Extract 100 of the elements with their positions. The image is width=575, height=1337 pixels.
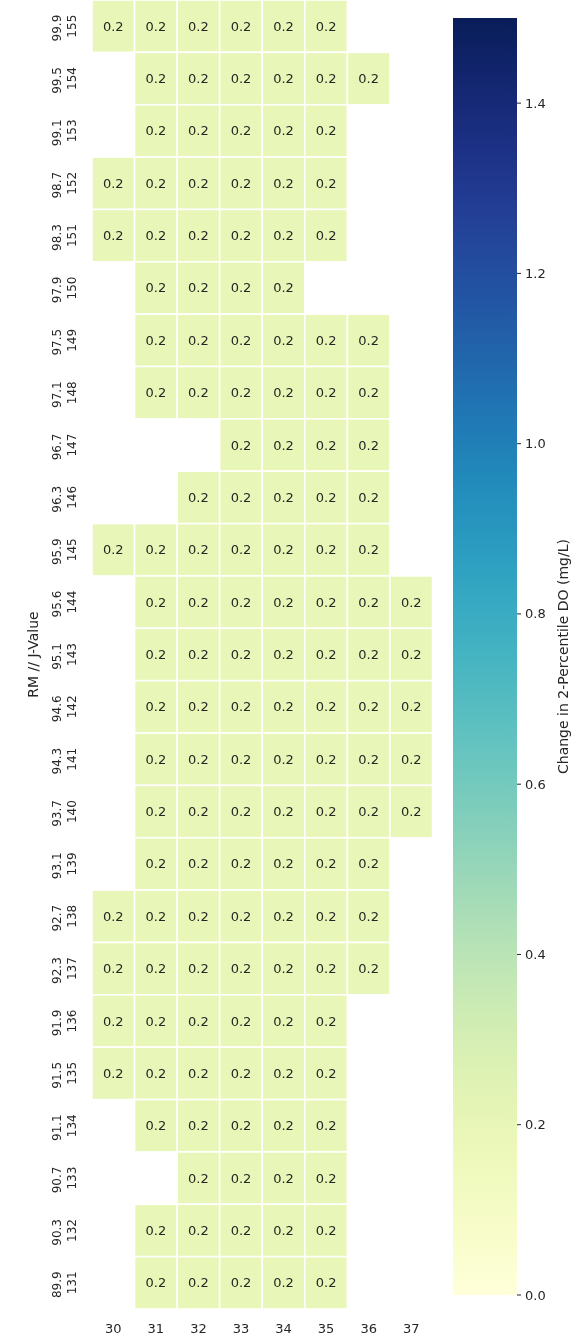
data-label: 0.2: [145, 1275, 167, 1291]
y-tick-label: 92.7 138: [49, 904, 79, 932]
data-label: 0.2: [188, 123, 209, 139]
data-label: 0.2: [273, 1118, 294, 1134]
data-label: 0.2: [273, 71, 294, 87]
data-label: 0.2: [145, 751, 167, 767]
data-label: 0.2: [273, 385, 294, 401]
data-label: 0.2: [102, 1013, 124, 1029]
data-label: 0.2: [145, 804, 167, 820]
data-label: 0.2: [273, 542, 294, 558]
data-label: 0.2: [145, 228, 167, 244]
data-label: 0.2: [273, 856, 294, 872]
data-label: 0.2: [273, 908, 294, 924]
data-label: 0.2: [358, 489, 379, 505]
data-label: 0.2: [315, 594, 337, 610]
y-tick-label: 90.3 132: [49, 1219, 79, 1246]
y-tick-label: 96.7 147: [49, 433, 79, 461]
data-label: 0.2: [273, 175, 294, 191]
y-tick-label: 97.9 150: [49, 276, 79, 304]
x-tick-label: 30: [105, 1320, 122, 1336]
data-label: 0.2: [145, 699, 167, 715]
data-label: 0.2: [230, 647, 252, 662]
x-tick-label: 35: [317, 1320, 335, 1336]
data-label: 0.2: [188, 1013, 209, 1029]
data-label: 0.2: [188, 594, 209, 610]
data-label: 0.2: [102, 1065, 124, 1081]
data-label: 0.2: [315, 123, 337, 139]
y-tick-label: 92.3 137: [49, 957, 79, 984]
y-tick-label: 98.3 151: [49, 224, 79, 251]
data-label: 0.2: [315, 1013, 337, 1029]
data-label: 0.2: [188, 961, 209, 977]
data-label: 0.2: [145, 175, 167, 191]
data-label: 0.2: [315, 542, 337, 558]
data-label: 0.2: [230, 280, 252, 296]
data-label: 0.2: [315, 1275, 337, 1291]
data-label: 0.2: [358, 751, 379, 767]
data-label: 0.2: [230, 1222, 252, 1238]
data-label: 0.2: [273, 1275, 294, 1291]
data-label: 0.2: [273, 1170, 294, 1186]
data-label: 0.2: [230, 804, 252, 820]
data-label: 0.2: [188, 1275, 209, 1291]
x-tick-label: 33: [232, 1320, 250, 1336]
data-label: 0.2: [315, 908, 337, 924]
data-label: 0.2: [273, 18, 294, 34]
color-bar-label: 0.0: [525, 1287, 546, 1303]
y-axis-title: RM // J-Value: [25, 611, 41, 698]
data-label: 0.2: [230, 961, 252, 977]
data-label: 0.2: [145, 280, 167, 296]
y-tick-label: 94.3 141: [49, 747, 79, 775]
data-label: 0.2: [273, 489, 294, 505]
data-label: 0.2: [230, 123, 252, 139]
data-label: 0.2: [315, 175, 337, 191]
y-tick-label: 93.1 139: [49, 852, 79, 880]
data-label: 0.2: [358, 542, 379, 558]
color-bar-title: Change in 2-Percentile DO (mg/L): [555, 539, 571, 774]
data-label: 0.2: [273, 332, 294, 348]
data-label: 0.2: [145, 1118, 167, 1134]
data-label: 0.2: [102, 961, 124, 977]
data-label: 0.2: [358, 908, 379, 924]
data-label: 0.2: [230, 751, 252, 767]
data-label: 0.2: [358, 804, 379, 820]
y-tick-label: 95.1 143: [49, 643, 79, 670]
data-label: 0.2: [315, 1065, 337, 1081]
x-tick-label: 34: [275, 1320, 292, 1336]
data-label: 0.2: [358, 332, 379, 348]
data-label: 0.2: [188, 71, 209, 87]
data-label: 0.2: [400, 699, 422, 715]
data-label: 0.2: [358, 385, 379, 401]
data-label: 0.2: [145, 647, 167, 662]
data-label: 0.2: [358, 856, 379, 872]
data-label: 0.2: [400, 594, 422, 610]
data-label: 0.2: [188, 1170, 209, 1186]
data-label: 0.2: [230, 437, 252, 453]
data-label: 0.2: [188, 647, 209, 662]
data-label: 0.2: [358, 699, 379, 715]
data-label: 0.2: [358, 647, 379, 662]
data-label: 0.2: [102, 542, 124, 558]
data-label: 0.2: [145, 123, 167, 139]
color-bar-label: 1.2: [525, 265, 546, 281]
data-label: 0.2: [315, 751, 337, 767]
y-tick-label: 96.3 146: [49, 485, 79, 513]
y-tick-label: 90.7 133: [49, 1166, 79, 1194]
data-label: 0.2: [315, 699, 337, 715]
data-label: 0.2: [315, 647, 337, 662]
color-bar-label: 0.2: [525, 1117, 546, 1133]
data-label: 0.2: [315, 856, 337, 872]
data-label: 0.2: [358, 594, 379, 610]
data-label: 0.2: [102, 228, 124, 244]
y-tick-label: 94.6 142: [49, 695, 79, 723]
color-bar-label: 0.4: [525, 946, 546, 962]
data-label: 0.2: [315, 1222, 337, 1238]
data-label: 0.2: [273, 1065, 294, 1081]
data-label: 0.2: [273, 699, 294, 715]
data-label: 0.2: [188, 385, 209, 401]
data-label: 0.2: [273, 961, 294, 977]
data-label: 0.2: [230, 385, 252, 401]
data-label: 0.2: [315, 804, 337, 820]
data-label: 0.2: [188, 856, 209, 872]
data-label: 0.2: [188, 280, 209, 296]
data-label: 0.2: [188, 1065, 209, 1081]
